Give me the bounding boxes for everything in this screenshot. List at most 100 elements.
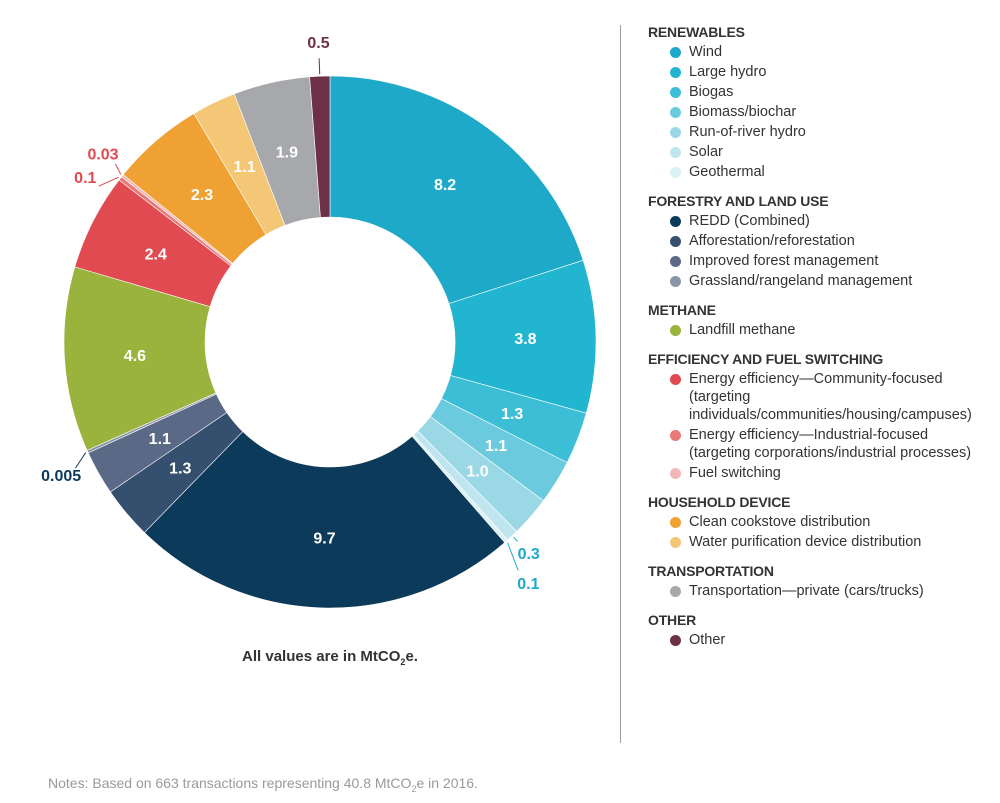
legend-swatch-icon [670,87,681,98]
legend-item: Biogas [670,83,993,101]
slice-value-label: 0.03 [87,147,118,164]
slice-value-label: 1.1 [233,159,255,176]
legend-swatch-icon [670,325,681,336]
donut-slice [329,75,584,304]
legend-label: Energy efficiency—Industrial-focused (ta… [689,427,972,461]
legend: RENEWABLES Wind Large hydro Biogas Biomass/b… [648,24,993,661]
divider-line [620,25,621,743]
legend-item: Afforestation/reforestation [670,232,993,250]
legend-label: Grassland/rangeland management [689,273,913,289]
legend-group: TRANSPORTATION Transportation—private (ca… [648,563,993,600]
legend-label: Fuel switching [689,465,781,481]
legend-item: Transportation—private (cars/trucks) [670,582,993,600]
donut-chart-area: 8.2 3.8 1.3 1.1 1.0 0.3 0.1 9.7 1.3 1.1 0.005 4.6 2.… [41,35,597,667]
slice-value-label: 0.1 [74,170,96,187]
legend-label: Biomass/biochar [689,104,797,120]
legend-label: Afforestation/reforestation [689,233,855,249]
slice-value-label: 4.6 [124,348,146,365]
legend-swatch-icon [670,374,681,385]
leader-line [318,58,321,75]
legend-item: Energy efficiency—Industrial-focused (ta… [670,426,993,462]
units-note: All values are in MtCO2e. [242,648,418,667]
slice-value-label: 8.2 [434,177,456,194]
legend-item: Wind [670,43,993,61]
slice-value-label: 9.7 [313,530,335,547]
legend-group: RENEWABLES Wind Large hydro Biogas Biomass/b… [648,24,993,181]
legend-heading: EFFICIENCY AND FUEL SWITCHING [648,351,884,367]
legend-swatch-icon [670,216,681,227]
slice-value-label: 0.3 [518,546,540,563]
leader-line [75,452,87,469]
legend-group: FORESTRY AND LAND USE REDD (Combined) Affo… [648,193,993,290]
legend-label: Wind [689,44,723,60]
legend-swatch-icon [670,635,681,646]
legend-item: Solar [670,143,993,161]
legend-label: Other [689,632,726,648]
legend-label: Water purification device distribution [689,534,922,550]
legend-heading: TRANSPORTATION [648,563,774,579]
legend-swatch-icon [670,127,681,138]
slice-value-label: 1.0 [466,463,488,480]
leader-line [507,542,519,571]
legend-swatch-icon [670,47,681,58]
legend-item: Water purification device distribution [670,533,993,551]
footnote: Notes: Based on 663 transactions represe… [48,775,478,794]
slice-value-label: 0.1 [517,576,539,593]
legend-heading: OTHER [648,612,697,628]
legend-item: Improved forest management [670,252,993,270]
legend-swatch-icon [670,147,681,158]
legend-swatch-icon [670,586,681,597]
legend-group: EFFICIENCY AND FUEL SWITCHING Energy effi… [648,351,993,482]
legend-label: REDD (Combined) [689,213,810,229]
legend-item: Biomass/biochar [670,103,993,121]
legend-heading: FORESTRY AND LAND USE [648,193,829,209]
legend-swatch-icon [670,276,681,287]
legend-swatch-icon [670,236,681,247]
legend-item: REDD (Combined) [670,212,993,230]
donut-slice [143,431,506,609]
leader-line [513,536,519,542]
legend-swatch-icon [670,537,681,548]
legend-swatch-icon [670,256,681,267]
legend-item: Large hydro [670,63,993,81]
slice-value-label: 2.3 [191,187,213,204]
legend-label: Geothermal [689,164,765,180]
legend-item: Fuel switching [670,464,993,482]
legend-label: Solar [689,144,723,160]
legend-label: Landfill methane [689,322,796,338]
legend-heading: RENEWABLES [648,24,745,40]
leader-line [98,176,119,187]
legend-item: Landfill methane [670,321,993,339]
legend-item: Energy efficiency—Community-focused (tar… [670,370,993,424]
slice-value-label: 0.5 [307,35,329,52]
legend-heading: METHANE [648,302,716,318]
slice-value-label: 1.1 [485,438,507,455]
legend-item: Grassland/rangeland management [670,272,993,290]
legend-swatch-icon [670,67,681,78]
slice-value-label: 1.3 [501,406,523,423]
slice-value-label: 0.005 [41,468,81,485]
slice-value-label: 2.4 [145,246,167,263]
legend-swatch-icon [670,430,681,441]
donut-chart: 8.2 3.8 1.3 1.1 1.0 0.3 0.1 9.7 1.3 1.1 0.005 4.6 2.… [41,35,597,609]
slice-value-label: 1.1 [149,431,171,448]
legend-label: Clean cookstove distribution [689,514,871,530]
legend-group: HOUSEHOLD DEVICE Clean cookstove distribu… [648,494,993,551]
legend-item: Other [670,631,993,649]
legend-swatch-icon [670,517,681,528]
legend-item: Geothermal [670,163,993,181]
legend-label: Large hydro [689,64,767,80]
legend-label: Transportation—private (cars/trucks) [689,583,924,599]
slice-value-label: 1.9 [276,144,298,161]
legend-label: Run-of-river hydro [689,124,806,140]
legend-label: Biogas [689,84,734,100]
legend-label: Improved forest management [689,253,879,269]
leader-line [114,163,122,175]
legend-group: METHANE Landfill methane [648,302,993,339]
legend-item: Run-of-river hydro [670,123,993,141]
donut-slice [309,75,331,218]
slice-value-label: 3.8 [514,331,536,348]
legend-label: Energy efficiency—Community-focused (tar… [689,371,972,423]
slice-value-label: 1.3 [169,461,191,478]
legend-swatch-icon [670,468,681,479]
